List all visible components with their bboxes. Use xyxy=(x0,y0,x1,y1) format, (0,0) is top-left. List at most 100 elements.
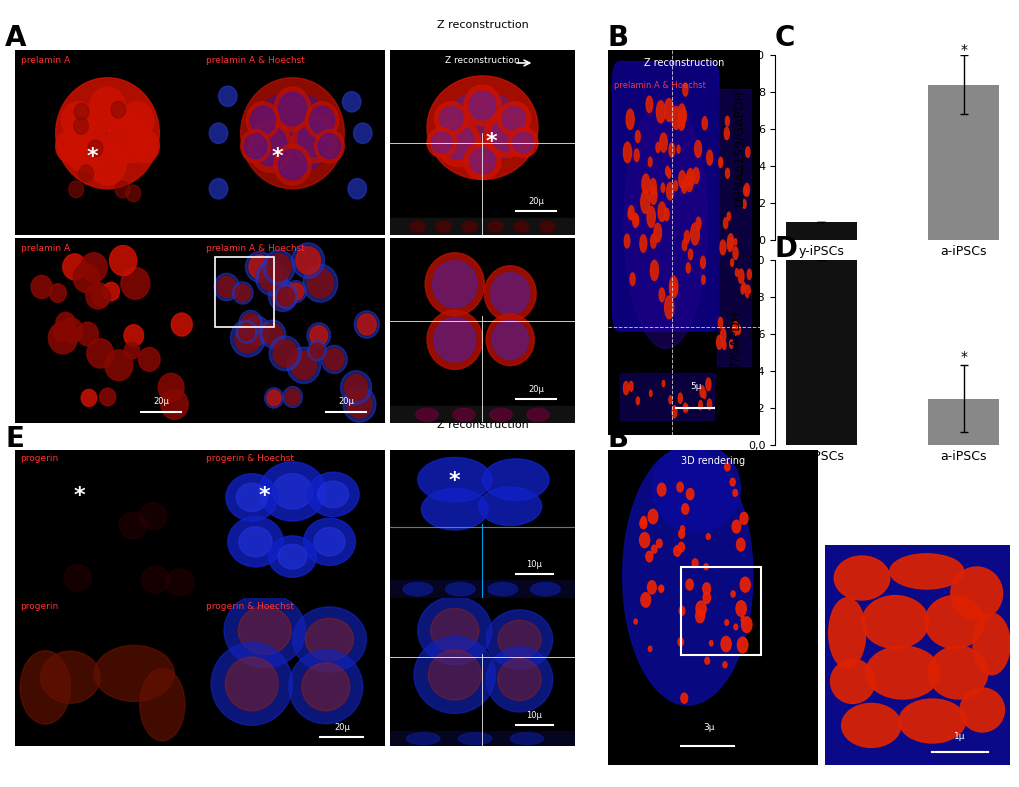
Circle shape xyxy=(705,378,710,391)
Text: progerin: progerin xyxy=(20,454,59,464)
Ellipse shape xyxy=(972,613,1009,674)
Circle shape xyxy=(701,275,704,284)
Ellipse shape xyxy=(89,87,126,131)
Ellipse shape xyxy=(260,264,283,291)
Text: progerin & Hoechst: progerin & Hoechst xyxy=(206,454,293,464)
Circle shape xyxy=(742,199,746,209)
Ellipse shape xyxy=(248,120,292,172)
Ellipse shape xyxy=(513,132,533,153)
Circle shape xyxy=(702,592,710,604)
Bar xyxy=(620,373,713,419)
Circle shape xyxy=(660,183,664,192)
Ellipse shape xyxy=(342,91,361,112)
Text: *: * xyxy=(73,486,86,506)
Ellipse shape xyxy=(259,462,325,521)
Text: B': B' xyxy=(607,425,637,453)
Circle shape xyxy=(703,563,707,570)
Ellipse shape xyxy=(530,582,559,596)
Bar xyxy=(927,399,999,445)
Ellipse shape xyxy=(88,140,103,157)
Ellipse shape xyxy=(56,130,86,163)
Circle shape xyxy=(657,483,665,496)
Circle shape xyxy=(677,482,683,492)
Ellipse shape xyxy=(624,98,707,349)
Ellipse shape xyxy=(63,564,92,591)
Ellipse shape xyxy=(462,221,477,232)
Circle shape xyxy=(719,328,726,342)
Circle shape xyxy=(649,390,651,397)
Ellipse shape xyxy=(267,254,290,281)
Ellipse shape xyxy=(238,527,272,557)
Ellipse shape xyxy=(76,322,98,345)
Circle shape xyxy=(664,296,673,319)
Ellipse shape xyxy=(269,336,301,371)
Ellipse shape xyxy=(268,280,298,312)
Ellipse shape xyxy=(497,620,541,659)
Circle shape xyxy=(742,283,745,290)
Text: C: C xyxy=(774,24,795,52)
Circle shape xyxy=(702,390,705,398)
Ellipse shape xyxy=(214,273,239,301)
Circle shape xyxy=(732,520,740,533)
Ellipse shape xyxy=(304,518,355,565)
Text: *: * xyxy=(259,486,270,506)
Ellipse shape xyxy=(81,253,107,282)
Circle shape xyxy=(684,231,689,244)
Ellipse shape xyxy=(315,130,344,163)
Circle shape xyxy=(727,237,733,252)
Circle shape xyxy=(641,174,649,194)
Ellipse shape xyxy=(234,323,261,353)
Text: Z reconstruction: Z reconstruction xyxy=(444,56,520,65)
Ellipse shape xyxy=(288,650,363,724)
Ellipse shape xyxy=(889,554,963,589)
Circle shape xyxy=(725,619,728,626)
Circle shape xyxy=(658,586,662,592)
Ellipse shape xyxy=(484,266,536,321)
Circle shape xyxy=(716,335,721,349)
Ellipse shape xyxy=(251,106,275,134)
Circle shape xyxy=(719,158,721,164)
Circle shape xyxy=(636,397,639,405)
Circle shape xyxy=(678,638,683,646)
Circle shape xyxy=(720,637,731,652)
Ellipse shape xyxy=(41,651,100,704)
Circle shape xyxy=(665,166,668,176)
Circle shape xyxy=(649,179,655,195)
Ellipse shape xyxy=(924,596,983,648)
Circle shape xyxy=(706,150,712,165)
Circle shape xyxy=(647,581,655,594)
Ellipse shape xyxy=(484,113,528,157)
Ellipse shape xyxy=(344,375,367,401)
Ellipse shape xyxy=(829,660,874,704)
Ellipse shape xyxy=(482,459,548,501)
Ellipse shape xyxy=(430,608,478,652)
Ellipse shape xyxy=(346,390,372,418)
Circle shape xyxy=(681,693,687,704)
Ellipse shape xyxy=(240,130,270,163)
Ellipse shape xyxy=(49,283,66,302)
Circle shape xyxy=(678,393,682,403)
Ellipse shape xyxy=(120,102,154,139)
Ellipse shape xyxy=(478,487,541,526)
Circle shape xyxy=(634,215,638,226)
Circle shape xyxy=(624,235,629,248)
Ellipse shape xyxy=(305,102,338,139)
Circle shape xyxy=(673,181,677,190)
Ellipse shape xyxy=(432,260,477,308)
Ellipse shape xyxy=(63,120,107,172)
Circle shape xyxy=(685,172,693,191)
Ellipse shape xyxy=(74,103,89,120)
Ellipse shape xyxy=(103,283,119,301)
Circle shape xyxy=(671,106,680,129)
Ellipse shape xyxy=(452,408,475,421)
Ellipse shape xyxy=(303,264,337,302)
Ellipse shape xyxy=(249,255,270,279)
Circle shape xyxy=(630,273,635,286)
Circle shape xyxy=(682,239,686,251)
Ellipse shape xyxy=(302,663,350,711)
Circle shape xyxy=(699,386,704,397)
Ellipse shape xyxy=(236,321,257,343)
Circle shape xyxy=(690,223,699,245)
Bar xyxy=(785,221,856,240)
Ellipse shape xyxy=(242,313,259,333)
